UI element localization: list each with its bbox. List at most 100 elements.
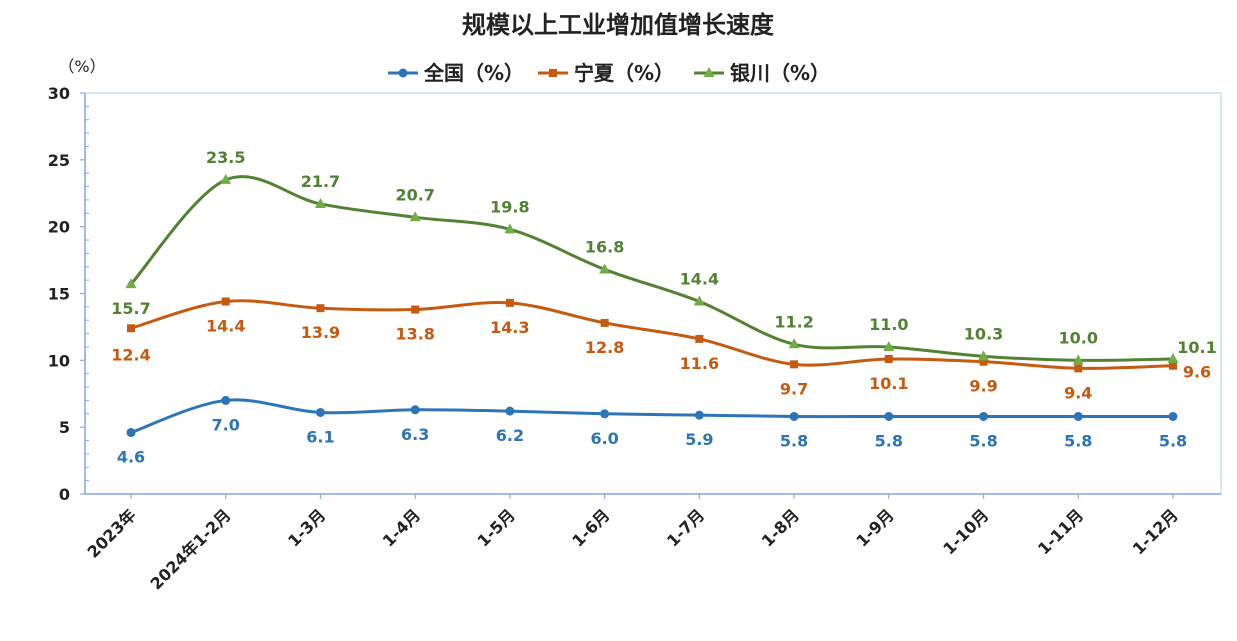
data-point bbox=[979, 357, 988, 366]
data-point bbox=[505, 406, 515, 416]
data-point bbox=[127, 324, 135, 333]
series-1 bbox=[126, 395, 1178, 438]
data-label: 5.8 bbox=[969, 431, 997, 450]
legend-item: 全国（%） bbox=[388, 61, 524, 85]
data-point bbox=[695, 334, 704, 343]
data-point bbox=[884, 411, 894, 421]
data-label: 14.3 bbox=[490, 318, 529, 337]
data-label: 19.8 bbox=[490, 197, 529, 216]
data-label: 14.4 bbox=[680, 270, 719, 289]
series-line bbox=[130, 398, 1173, 434]
data-point bbox=[125, 278, 137, 289]
data-point bbox=[1169, 361, 1177, 370]
x-tick-label: 1-12月 bbox=[1129, 505, 1182, 558]
series-layer bbox=[125, 173, 1179, 438]
data-point bbox=[410, 405, 420, 415]
data-label: 9.4 bbox=[1064, 383, 1092, 402]
data-point bbox=[694, 410, 704, 420]
x-tick-label: 1-5月 bbox=[474, 505, 519, 550]
data-point bbox=[316, 304, 325, 313]
data-point bbox=[600, 409, 610, 419]
y-axis-unit: （%） bbox=[58, 57, 105, 76]
data-point bbox=[979, 411, 989, 421]
y-tick-label: 5 bbox=[59, 418, 70, 437]
legend-label: 全国（%） bbox=[423, 61, 524, 85]
data-label: 9.6 bbox=[1183, 363, 1211, 382]
data-label: 21.7 bbox=[301, 172, 340, 191]
data-label: 10.0 bbox=[1059, 328, 1098, 347]
x-tick-label: 1-8月 bbox=[758, 505, 803, 550]
x-tick-label: 2024年1-2月 bbox=[147, 505, 235, 593]
chart-title: 规模以上工业增加值增长速度 bbox=[462, 11, 775, 39]
data-label: 13.9 bbox=[301, 323, 340, 342]
legend: 全国（%） 宁夏（%） 银川（%） bbox=[388, 61, 830, 85]
data-label: 23.5 bbox=[206, 148, 245, 167]
y-tick-label: 20 bbox=[48, 218, 70, 237]
data-label: 7.0 bbox=[212, 415, 240, 434]
data-label: 4.6 bbox=[117, 448, 145, 467]
data-point bbox=[220, 173, 232, 184]
legend-marker bbox=[703, 67, 715, 77]
data-point bbox=[314, 197, 326, 208]
x-tick-label: 1-7月 bbox=[663, 505, 708, 550]
data-label: 20.7 bbox=[395, 185, 434, 204]
data-point bbox=[789, 411, 799, 421]
series-3 bbox=[125, 173, 1179, 365]
data-label: 16.8 bbox=[585, 237, 624, 256]
data-point bbox=[504, 223, 516, 234]
data-label: 6.0 bbox=[590, 429, 618, 448]
data-point bbox=[978, 350, 990, 361]
data-point bbox=[505, 298, 514, 307]
data-point bbox=[1074, 364, 1083, 373]
data-point bbox=[1073, 411, 1083, 421]
data-label: 9.9 bbox=[969, 377, 997, 396]
legend-label: 宁夏（%） bbox=[574, 61, 674, 85]
data-point bbox=[1167, 352, 1179, 363]
y-tick-label: 10 bbox=[48, 351, 70, 370]
data-label: 12.8 bbox=[585, 338, 624, 357]
data-label: 6.2 bbox=[496, 426, 524, 445]
series-line bbox=[130, 299, 1174, 370]
data-label: 13.8 bbox=[395, 325, 434, 344]
data-label: 11.2 bbox=[774, 312, 813, 331]
data-point bbox=[409, 211, 421, 222]
data-labels: 4.6 7.0 6.1 6.3 6.2 6.0 5.9 5.8 5.8 5.8 5.8 5.8 12.4… bbox=[111, 148, 1216, 467]
legend-item: 银川（%） bbox=[694, 61, 830, 85]
data-point bbox=[221, 297, 230, 306]
legend-item: 宁夏（%） bbox=[538, 61, 674, 85]
data-label: 9.7 bbox=[780, 379, 808, 398]
data-label: 6.3 bbox=[401, 425, 429, 444]
legend-label: 银川（%） bbox=[730, 61, 830, 85]
data-label: 5.8 bbox=[875, 431, 903, 450]
x-tick-label: 1-3月 bbox=[284, 505, 329, 550]
data-label: 15.7 bbox=[111, 299, 150, 318]
data-label: 11.6 bbox=[680, 354, 719, 373]
data-point bbox=[884, 354, 893, 363]
data-label: 5.8 bbox=[1064, 431, 1092, 450]
data-label: 5.8 bbox=[780, 431, 808, 450]
data-label: 14.4 bbox=[206, 317, 245, 336]
data-point bbox=[1072, 354, 1084, 365]
data-point bbox=[126, 428, 136, 438]
x-tick-label: 1-4月 bbox=[379, 505, 424, 550]
data-label: 11.0 bbox=[869, 315, 908, 334]
y-tick-label: 15 bbox=[48, 285, 70, 304]
data-point bbox=[883, 340, 895, 351]
legend-marker bbox=[549, 69, 557, 77]
y-tick-label: 0 bbox=[59, 485, 70, 504]
data-point bbox=[599, 263, 611, 274]
x-tick-label: 1-10月 bbox=[939, 505, 992, 558]
data-point bbox=[315, 407, 325, 417]
data-point bbox=[790, 360, 799, 369]
data-label: 10.1 bbox=[869, 374, 908, 393]
data-label: 5.9 bbox=[685, 430, 713, 449]
x-tick-label: 1-9月 bbox=[852, 505, 897, 550]
data-label: 10.1 bbox=[1177, 338, 1216, 357]
data-point bbox=[693, 295, 705, 306]
x-tick-label: 1-6月 bbox=[568, 505, 613, 550]
plot-area bbox=[84, 92, 1222, 495]
series-2 bbox=[127, 297, 1177, 373]
data-point bbox=[1168, 411, 1178, 421]
y-tick-label: 25 bbox=[48, 151, 70, 170]
